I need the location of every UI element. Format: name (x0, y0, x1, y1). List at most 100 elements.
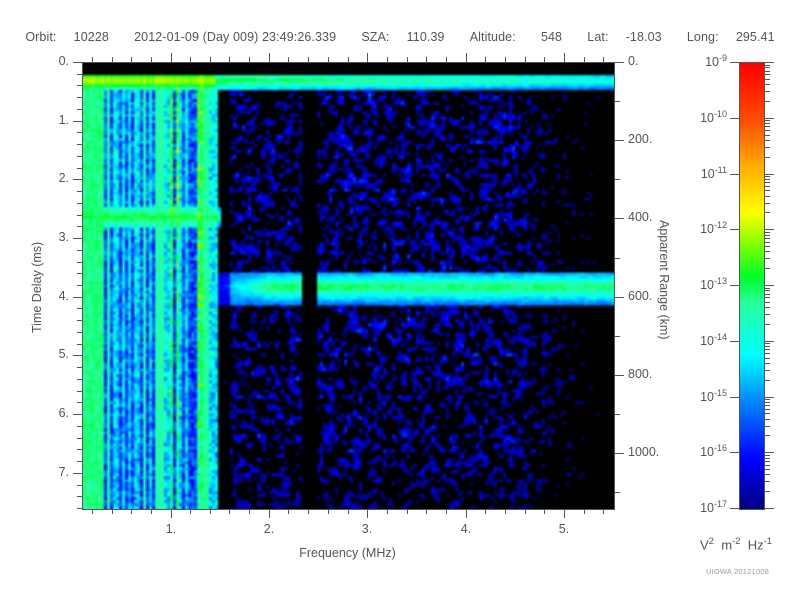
y-minor-tick (77, 168, 82, 169)
y-tick-label: 6. (58, 406, 69, 420)
colorbar-minor-tick (765, 135, 770, 136)
colorbar-minor-tick (765, 235, 770, 236)
colorbar-tick-exponent: -15 (713, 388, 727, 398)
orbit-label: Orbit: (25, 30, 57, 44)
y-minor-tick (77, 74, 82, 75)
y2-major-tick (615, 62, 624, 63)
orbit-value: 10228 (73, 30, 109, 44)
y-minor-tick (77, 332, 82, 333)
x-major-tick-top (269, 53, 270, 62)
colorbar-tick-label: 10-12 (669, 220, 727, 236)
x-minor-tick-top (249, 57, 250, 62)
x-minor-tick-top (544, 57, 545, 62)
y-minor-tick (77, 449, 82, 450)
unit-hertz-exp: -1 (763, 536, 773, 547)
colorbar-minor-tick (765, 419, 770, 420)
y-minor-tick (77, 273, 82, 274)
colorbar-minor-tick (765, 74, 770, 75)
y-minor-tick (77, 215, 82, 216)
x-tick-label: 4. (460, 522, 472, 536)
colorbar-minor-tick (765, 232, 770, 233)
colorbar-tick-mantissa: 10 (700, 334, 714, 349)
colorbar-tick-exponent: -13 (713, 276, 727, 286)
colorbar (739, 62, 765, 510)
credit-watermark: UIOWA 20121008 (706, 567, 769, 576)
x-major-tick-top (171, 53, 172, 62)
colorbar-tick-label: 10-9 (669, 53, 727, 69)
y-minor-tick (77, 308, 82, 309)
colorbar-minor-tick (765, 101, 770, 102)
colorbar-tick-mantissa: 10 (700, 390, 714, 405)
colorbar-tick-label: 10-10 (669, 109, 727, 125)
x-minor-tick (328, 509, 329, 514)
colorbar-minor-tick (765, 380, 770, 381)
unit-meters-exp: -2 (732, 536, 741, 547)
y-major-tick (73, 355, 82, 356)
colorbar-minor-tick (765, 179, 770, 180)
x-minor-tick (584, 509, 585, 514)
colorbar-minor-tick (765, 140, 770, 141)
y-tick-label: 7. (58, 465, 69, 479)
colorbar-minor-tick (765, 65, 770, 66)
colorbar-minor-tick (765, 157, 770, 158)
y2-tick-label: 400. (628, 210, 653, 224)
x-minor-tick (229, 509, 230, 514)
colorbar-major-tick-left (730, 118, 739, 119)
colorbar-major-tick (765, 118, 774, 119)
colorbar-tick-exponent: -9 (718, 53, 727, 63)
y-minor-tick (77, 496, 82, 497)
colorbar-major-tick-left (730, 397, 739, 398)
x-minor-tick (485, 509, 486, 514)
x-minor-tick (505, 509, 506, 514)
colorbar-minor-tick (765, 343, 770, 344)
colorbar-major-tick (765, 229, 774, 230)
colorbar-tick-mantissa: 10 (700, 501, 714, 516)
y-minor-tick (77, 97, 82, 98)
colorbar-minor-tick (765, 84, 770, 85)
colorbar-minor-tick (765, 358, 770, 359)
y2-tick-label: 1000. (628, 445, 660, 459)
x-minor-tick-top (190, 57, 191, 62)
altitude-value: 548 (540, 30, 563, 44)
y-minor-tick (77, 226, 82, 227)
colorbar-minor-tick (765, 190, 770, 191)
y2-minor-tick (615, 492, 620, 493)
colorbar-minor-tick (765, 258, 770, 259)
y-minor-tick (77, 367, 82, 368)
x-major-tick (466, 509, 467, 518)
colorbar-tick-mantissa: 10 (700, 222, 714, 237)
colorbar-minor-tick (765, 91, 770, 92)
y-axis-title: Time Delay (ms) (30, 241, 44, 333)
colorbar-minor-tick (765, 302, 770, 303)
colorbar-tick-exponent: -14 (713, 332, 727, 342)
x-axis-title: Frequency (MHz) (299, 546, 396, 560)
colorbar-minor-tick (765, 251, 770, 252)
colorbar-minor-tick (765, 130, 770, 131)
x-tick-label: 3. (361, 522, 373, 536)
y2-minor-tick (615, 101, 620, 102)
x-major-tick (564, 509, 565, 518)
long-label: Long: (686, 30, 719, 44)
y-major-tick (73, 473, 82, 474)
x-minor-tick-top (485, 57, 486, 62)
colorbar-minor-tick (765, 314, 770, 315)
colorbar-minor-tick (765, 238, 770, 239)
sza-value: 110.39 (406, 30, 445, 44)
colorbar-minor-tick (765, 126, 770, 127)
colorbar-minor-tick (765, 203, 770, 204)
x-major-tick (367, 509, 368, 518)
x-major-tick-top (564, 53, 565, 62)
y-minor-tick (77, 508, 82, 509)
colorbar-minor-tick (765, 176, 770, 177)
y-major-tick (73, 238, 82, 239)
y2-tick-label: 600. (628, 289, 653, 303)
x-minor-tick-top (92, 57, 93, 62)
colorbar-minor-tick (765, 349, 770, 350)
x-minor-tick-top (505, 57, 506, 62)
ionogram-plot-area (82, 62, 615, 510)
colorbar-minor-tick (765, 491, 770, 492)
colorbar-minor-tick (765, 426, 770, 427)
y-minor-tick (77, 344, 82, 345)
colorbar-tick-mantissa: 10 (700, 278, 714, 293)
colorbar-minor-tick (765, 399, 770, 400)
